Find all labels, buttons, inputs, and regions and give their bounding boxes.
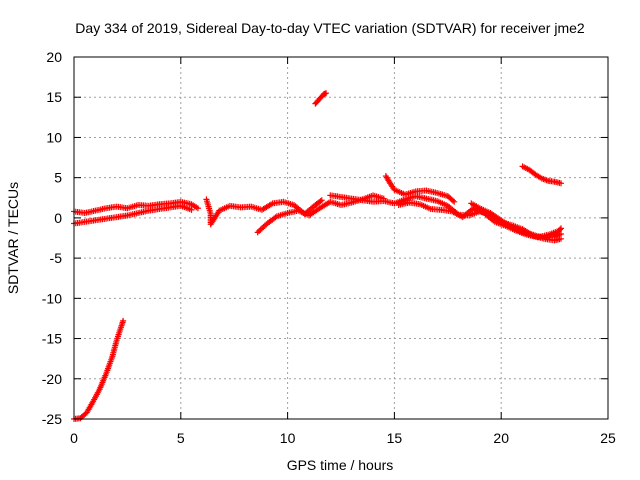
data-point: [558, 225, 565, 232]
data-point: [120, 317, 127, 324]
plot-frame: [73, 56, 609, 420]
y-tick-label: 0: [54, 210, 62, 226]
x-tick-label: 5: [177, 430, 185, 446]
series-track-10: [468, 200, 565, 241]
y-tick-label: 15: [46, 89, 62, 105]
x-tick-label: 20: [493, 430, 509, 446]
series-track-11: [519, 163, 565, 187]
x-tick-label: 0: [70, 430, 78, 446]
series-track-4: [203, 196, 325, 228]
series-track-6: [312, 90, 330, 107]
data-point: [558, 230, 565, 237]
data-point: [317, 198, 324, 205]
y-tick-label: -20: [42, 371, 62, 387]
y-tick-label: 5: [54, 170, 62, 186]
y-tick-label: 10: [46, 129, 62, 145]
series-track-1: [71, 317, 127, 422]
data-points: [71, 90, 565, 422]
series-track-3: [71, 202, 195, 227]
data-point: [558, 180, 565, 187]
y-tick-label: -5: [50, 250, 63, 266]
data-point: [323, 90, 330, 97]
y-tick-label: 20: [46, 49, 62, 65]
data-point: [188, 206, 195, 213]
chart-title: Day 334 of 2019, Sidereal Day-to-day VTE…: [75, 20, 585, 36]
y-axis-title: SDTVAR / TECUs: [5, 182, 21, 294]
grid-lines: [74, 57, 608, 419]
x-tick-label: 15: [387, 430, 403, 446]
x-tick-label: 10: [280, 430, 296, 446]
axis-ticks: 0 5 10 15 20 25 -25 -20 -15 -10 -5 0 5 10 15 20: [42, 49, 616, 446]
y-tick-label: -25: [42, 411, 62, 427]
series-track-8: [382, 173, 458, 205]
y-tick-label: -10: [42, 290, 62, 306]
data-point: [449, 197, 456, 204]
x-axis-title: GPS time / hours: [287, 457, 394, 473]
x-tick-label: 25: [600, 430, 616, 446]
data-point: [318, 197, 325, 204]
data-point: [194, 205, 201, 212]
data-point: [556, 226, 563, 233]
data-point: [451, 198, 458, 205]
y-tick-label: -15: [42, 331, 62, 347]
